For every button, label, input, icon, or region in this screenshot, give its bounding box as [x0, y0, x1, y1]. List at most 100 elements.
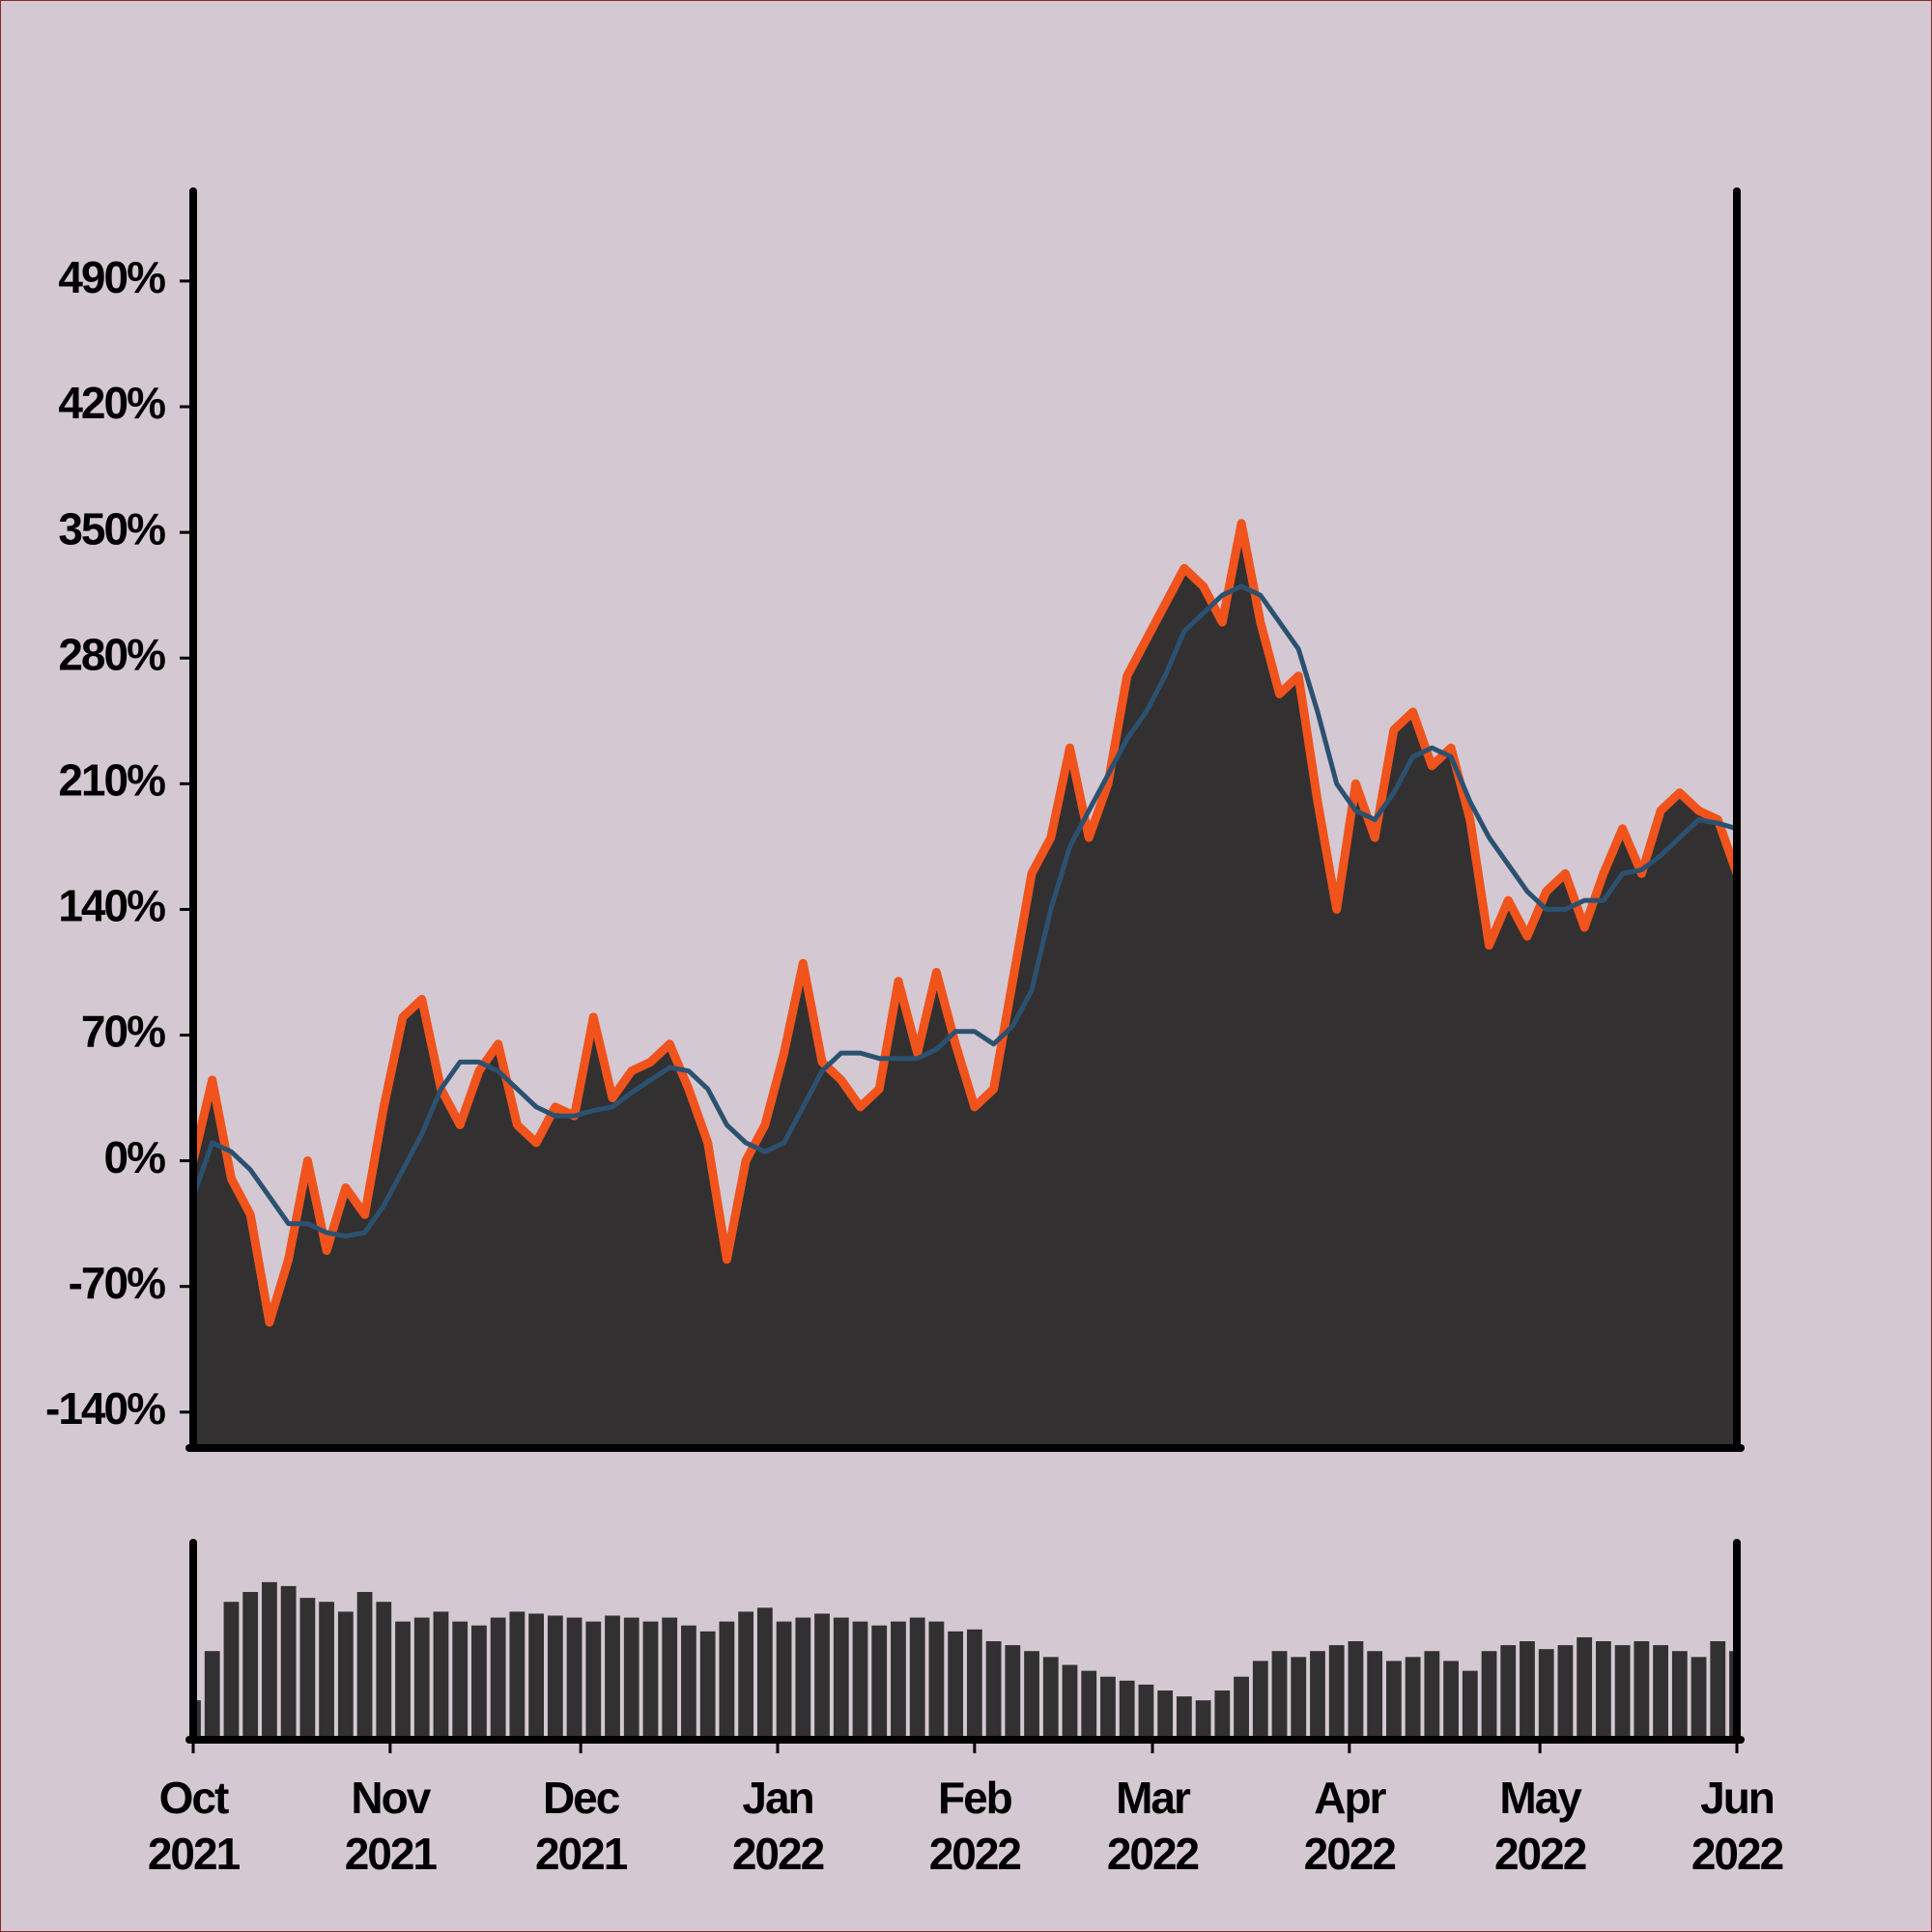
volume-bar: [1596, 1641, 1611, 1740]
volume-bar: [1424, 1651, 1440, 1740]
volume-bar: [738, 1611, 754, 1740]
volume-bar: [1710, 1641, 1726, 1740]
volume-bar: [1176, 1696, 1192, 1740]
volume-bar: [1042, 1657, 1059, 1740]
volume-bar: [1557, 1645, 1574, 1740]
volume-bar: [413, 1617, 430, 1740]
y-tick-label: 420%: [58, 378, 165, 428]
volume-bar: [1653, 1645, 1668, 1740]
price-line: [188, 519, 1742, 1327]
volume-bar: [280, 1585, 297, 1740]
volume-bar: [509, 1611, 526, 1740]
volume-bar: [605, 1615, 620, 1740]
volume-bar: [262, 1581, 277, 1740]
volume-bar: [1671, 1651, 1688, 1740]
volume-bar: [1385, 1661, 1402, 1740]
volume-bar: [1462, 1670, 1478, 1740]
volume-bar: [756, 1607, 773, 1740]
volume-bar: [871, 1625, 888, 1740]
volume-bar: [1328, 1645, 1345, 1740]
volume-bar: [452, 1621, 469, 1740]
volume-bar: [223, 1602, 240, 1740]
volume-bar: [928, 1621, 945, 1740]
volume-bar: [662, 1617, 678, 1740]
volume-bar: [1481, 1651, 1497, 1740]
x-tick-label: Mar 2022: [1107, 1773, 1199, 1879]
volume-bar: [471, 1625, 487, 1740]
y-tick-label: -70%: [69, 1258, 165, 1308]
volume-bar: [1024, 1651, 1039, 1740]
volume-bar: [909, 1617, 925, 1740]
volume-bar: [699, 1631, 716, 1740]
y-tick-label: 490%: [58, 252, 165, 302]
volume-bar: [1252, 1661, 1268, 1740]
volume-bar: [356, 1592, 373, 1740]
volume-bar: [1310, 1651, 1325, 1740]
volume-bar: [1081, 1670, 1097, 1740]
volume-bar: [433, 1611, 449, 1740]
volume-bar: [242, 1592, 259, 1740]
volume-bar: [547, 1615, 563, 1740]
volume-bar: [1367, 1651, 1383, 1740]
volume-bar: [985, 1641, 1002, 1740]
volume-bar: [1138, 1684, 1154, 1740]
volume-bar: [814, 1613, 830, 1740]
volume-bar: [776, 1621, 792, 1740]
volume-bar: [1520, 1641, 1535, 1740]
volume-bar: [833, 1617, 849, 1740]
volume-bar: [1157, 1690, 1174, 1740]
volume-bar: [642, 1621, 659, 1740]
y-tick-label: 70%: [81, 1007, 165, 1057]
x-tick-label: Feb 2022: [929, 1773, 1021, 1879]
volume-bar: [623, 1617, 639, 1740]
volume-bar: [1634, 1641, 1650, 1740]
volume-bar: [852, 1621, 868, 1740]
volume-bar: [795, 1617, 811, 1740]
volume-bar: [395, 1621, 411, 1740]
x-tick-label: Apr 2022: [1304, 1773, 1396, 1879]
volume-bar: [204, 1651, 220, 1740]
y-tick-label: -140%: [45, 1383, 165, 1434]
y-tick-label: 350%: [58, 503, 165, 554]
volume-bar: [719, 1621, 735, 1740]
volume-bar: [1271, 1651, 1288, 1740]
volume-bar: [1405, 1657, 1421, 1740]
volume-bar: [681, 1625, 696, 1740]
volume-bar: [337, 1611, 354, 1740]
volume-bar: [566, 1617, 582, 1740]
volume-bar: [1614, 1645, 1631, 1740]
volume-bar: [948, 1631, 964, 1740]
volume-bar: [376, 1602, 392, 1740]
volume-bar: [1234, 1676, 1249, 1740]
y-tick-label: 210%: [58, 754, 165, 805]
volume-bar: [1119, 1680, 1135, 1740]
volume-bar: [966, 1629, 982, 1740]
volume-bar: [1005, 1645, 1021, 1740]
x-tick-label: May 2022: [1494, 1773, 1586, 1879]
x-tick-label: Dec 2021: [535, 1773, 628, 1879]
volume-bar: [1443, 1661, 1459, 1740]
volume-bar: [1214, 1690, 1231, 1740]
x-tick-label: Nov 2021: [345, 1773, 438, 1879]
x-tick-label: Jan 2022: [732, 1773, 824, 1879]
volume-bar: [1538, 1649, 1554, 1740]
y-tick-label: 140%: [58, 881, 165, 931]
volume-bar: [1348, 1641, 1364, 1740]
x-tick-label: Oct 2021: [148, 1773, 241, 1879]
volume-bar: [1690, 1657, 1707, 1740]
volume-bar: [319, 1602, 334, 1740]
price-area: [193, 523, 1737, 1448]
volume-bar: [1195, 1700, 1211, 1740]
y-tick-label: 280%: [58, 629, 165, 679]
volume-bar: [1291, 1657, 1307, 1740]
volume-bar: [891, 1621, 906, 1740]
volume-bar: [528, 1613, 545, 1740]
volume-bar: [1577, 1636, 1593, 1740]
y-tick-label: 0%: [104, 1132, 166, 1182]
volume-bar: [1100, 1676, 1116, 1740]
moving-average-line: [190, 583, 1738, 1239]
volume-bar: [299, 1598, 316, 1740]
volume-bar: [1500, 1645, 1517, 1740]
volume-bar: [1062, 1664, 1078, 1740]
